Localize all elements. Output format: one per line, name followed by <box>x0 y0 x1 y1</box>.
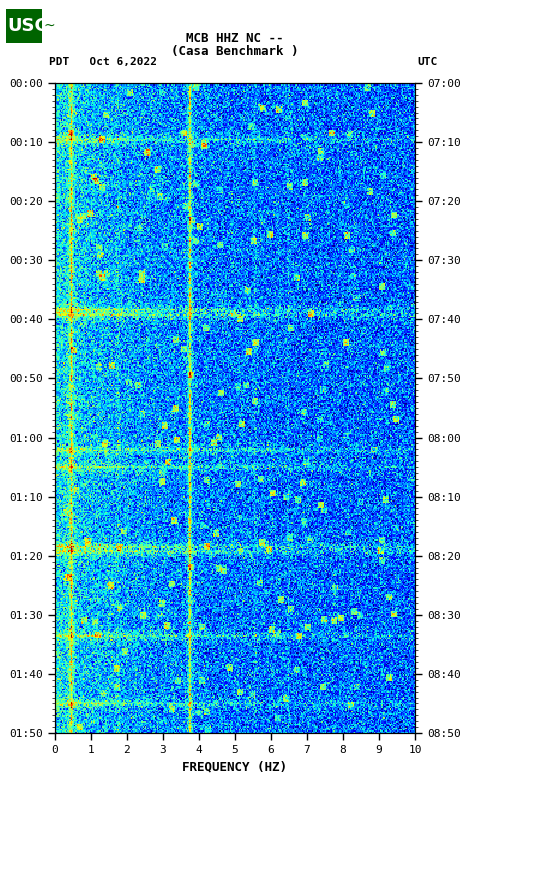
Text: (Casa Benchmark ): (Casa Benchmark ) <box>171 45 299 59</box>
Text: USGS: USGS <box>8 17 63 35</box>
Text: UTC: UTC <box>418 57 438 67</box>
Text: ~: ~ <box>43 19 55 33</box>
X-axis label: FREQUENCY (HZ): FREQUENCY (HZ) <box>183 760 288 773</box>
FancyBboxPatch shape <box>6 9 41 43</box>
Text: PDT   Oct 6,2022: PDT Oct 6,2022 <box>50 57 157 67</box>
Text: MCB HHZ NC --: MCB HHZ NC -- <box>186 31 284 45</box>
